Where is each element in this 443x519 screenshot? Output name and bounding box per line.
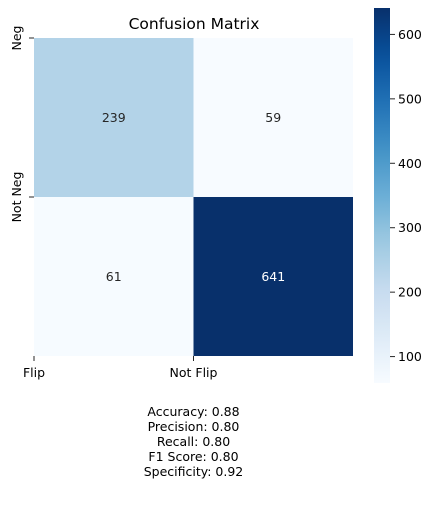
cell-value-label: 61 — [106, 269, 122, 284]
heatmap-cell — [34, 38, 194, 197]
y-tick-label: Neg — [9, 26, 24, 51]
metric-recall: Recall: 0.80 — [156, 434, 231, 449]
colorbar-tick-label: 300 — [398, 220, 422, 235]
metric-precision: Precision: 0.80 — [147, 419, 240, 434]
metrics-summary: Accuracy: 0.88 Precision: 0.80 Recall: 0… — [0, 404, 387, 479]
colorbar-tick-label: 100 — [398, 349, 422, 364]
colorbar-tick-label: 600 — [398, 27, 422, 42]
cell-value-label: 59 — [265, 110, 281, 125]
metric-f1-score: F1 Score: 0.80 — [148, 449, 239, 464]
cell-value-label: 641 — [261, 269, 285, 284]
metric-specificity: Specificity: 0.92 — [143, 464, 244, 479]
confusion-matrix-chart: Confusion Matrix 239 59 61 641 Flip Not Flip… — [9, 8, 422, 383]
metric-accuracy: Accuracy: 0.88 — [147, 404, 240, 419]
heatmap-cell — [193, 38, 353, 197]
y-tick-label: Not Neg — [9, 172, 24, 223]
x-tick-label: Not Flip — [170, 365, 218, 380]
colorbar-tick-label: 400 — [398, 156, 422, 171]
colorbar-tick-label: 500 — [398, 91, 422, 106]
heatmap-cell — [193, 197, 353, 356]
x-tick-label: Flip — [23, 365, 45, 380]
cell-value-label: 239 — [102, 110, 126, 125]
colorbar-tick-label: 200 — [398, 285, 422, 300]
chart-title: Confusion Matrix — [129, 15, 260, 33]
colorbar — [374, 8, 390, 383]
heatmap-cell — [34, 197, 194, 356]
